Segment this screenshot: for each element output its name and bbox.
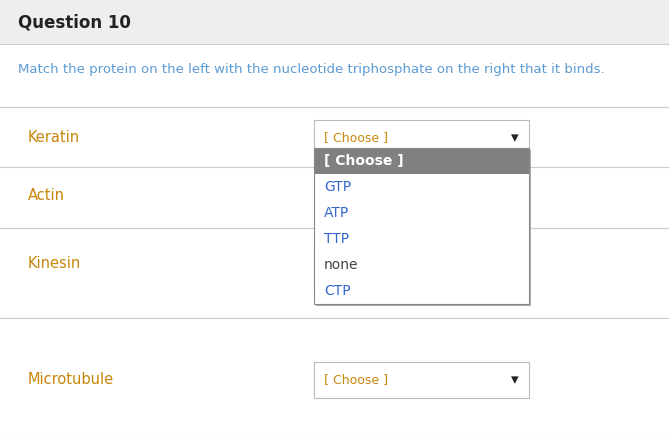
Text: [ Choose ]: [ Choose ] bbox=[324, 260, 388, 273]
Text: Question 10: Question 10 bbox=[18, 13, 131, 31]
Text: GTP: GTP bbox=[324, 180, 351, 194]
FancyBboxPatch shape bbox=[314, 278, 529, 304]
FancyBboxPatch shape bbox=[0, 0, 669, 44]
FancyBboxPatch shape bbox=[314, 226, 529, 252]
FancyBboxPatch shape bbox=[314, 200, 529, 226]
FancyBboxPatch shape bbox=[314, 148, 529, 174]
Text: Microtubule: Microtubule bbox=[28, 372, 114, 388]
Text: ▾: ▾ bbox=[511, 372, 519, 388]
Text: TTP: TTP bbox=[324, 232, 349, 246]
Text: ▾: ▾ bbox=[511, 259, 519, 274]
FancyBboxPatch shape bbox=[316, 150, 531, 306]
Text: [ Choose ]: [ Choose ] bbox=[324, 154, 403, 168]
Text: ATP: ATP bbox=[324, 206, 349, 220]
FancyBboxPatch shape bbox=[314, 248, 529, 284]
Text: Kinesin: Kinesin bbox=[28, 257, 81, 271]
FancyBboxPatch shape bbox=[314, 120, 529, 156]
Text: Match the protein on the left with the nucleotide triphosphate on the right that: Match the protein on the left with the n… bbox=[18, 63, 605, 76]
Text: [ Choose ]: [ Choose ] bbox=[324, 374, 388, 386]
Text: Actin: Actin bbox=[28, 188, 65, 204]
FancyBboxPatch shape bbox=[314, 174, 529, 200]
FancyBboxPatch shape bbox=[314, 362, 529, 398]
Text: Keratin: Keratin bbox=[28, 131, 80, 146]
Text: none: none bbox=[324, 258, 359, 272]
Text: CTP: CTP bbox=[324, 284, 351, 298]
Text: ▾: ▾ bbox=[511, 131, 519, 146]
FancyBboxPatch shape bbox=[314, 252, 529, 278]
Text: [ Choose ]: [ Choose ] bbox=[324, 132, 388, 145]
